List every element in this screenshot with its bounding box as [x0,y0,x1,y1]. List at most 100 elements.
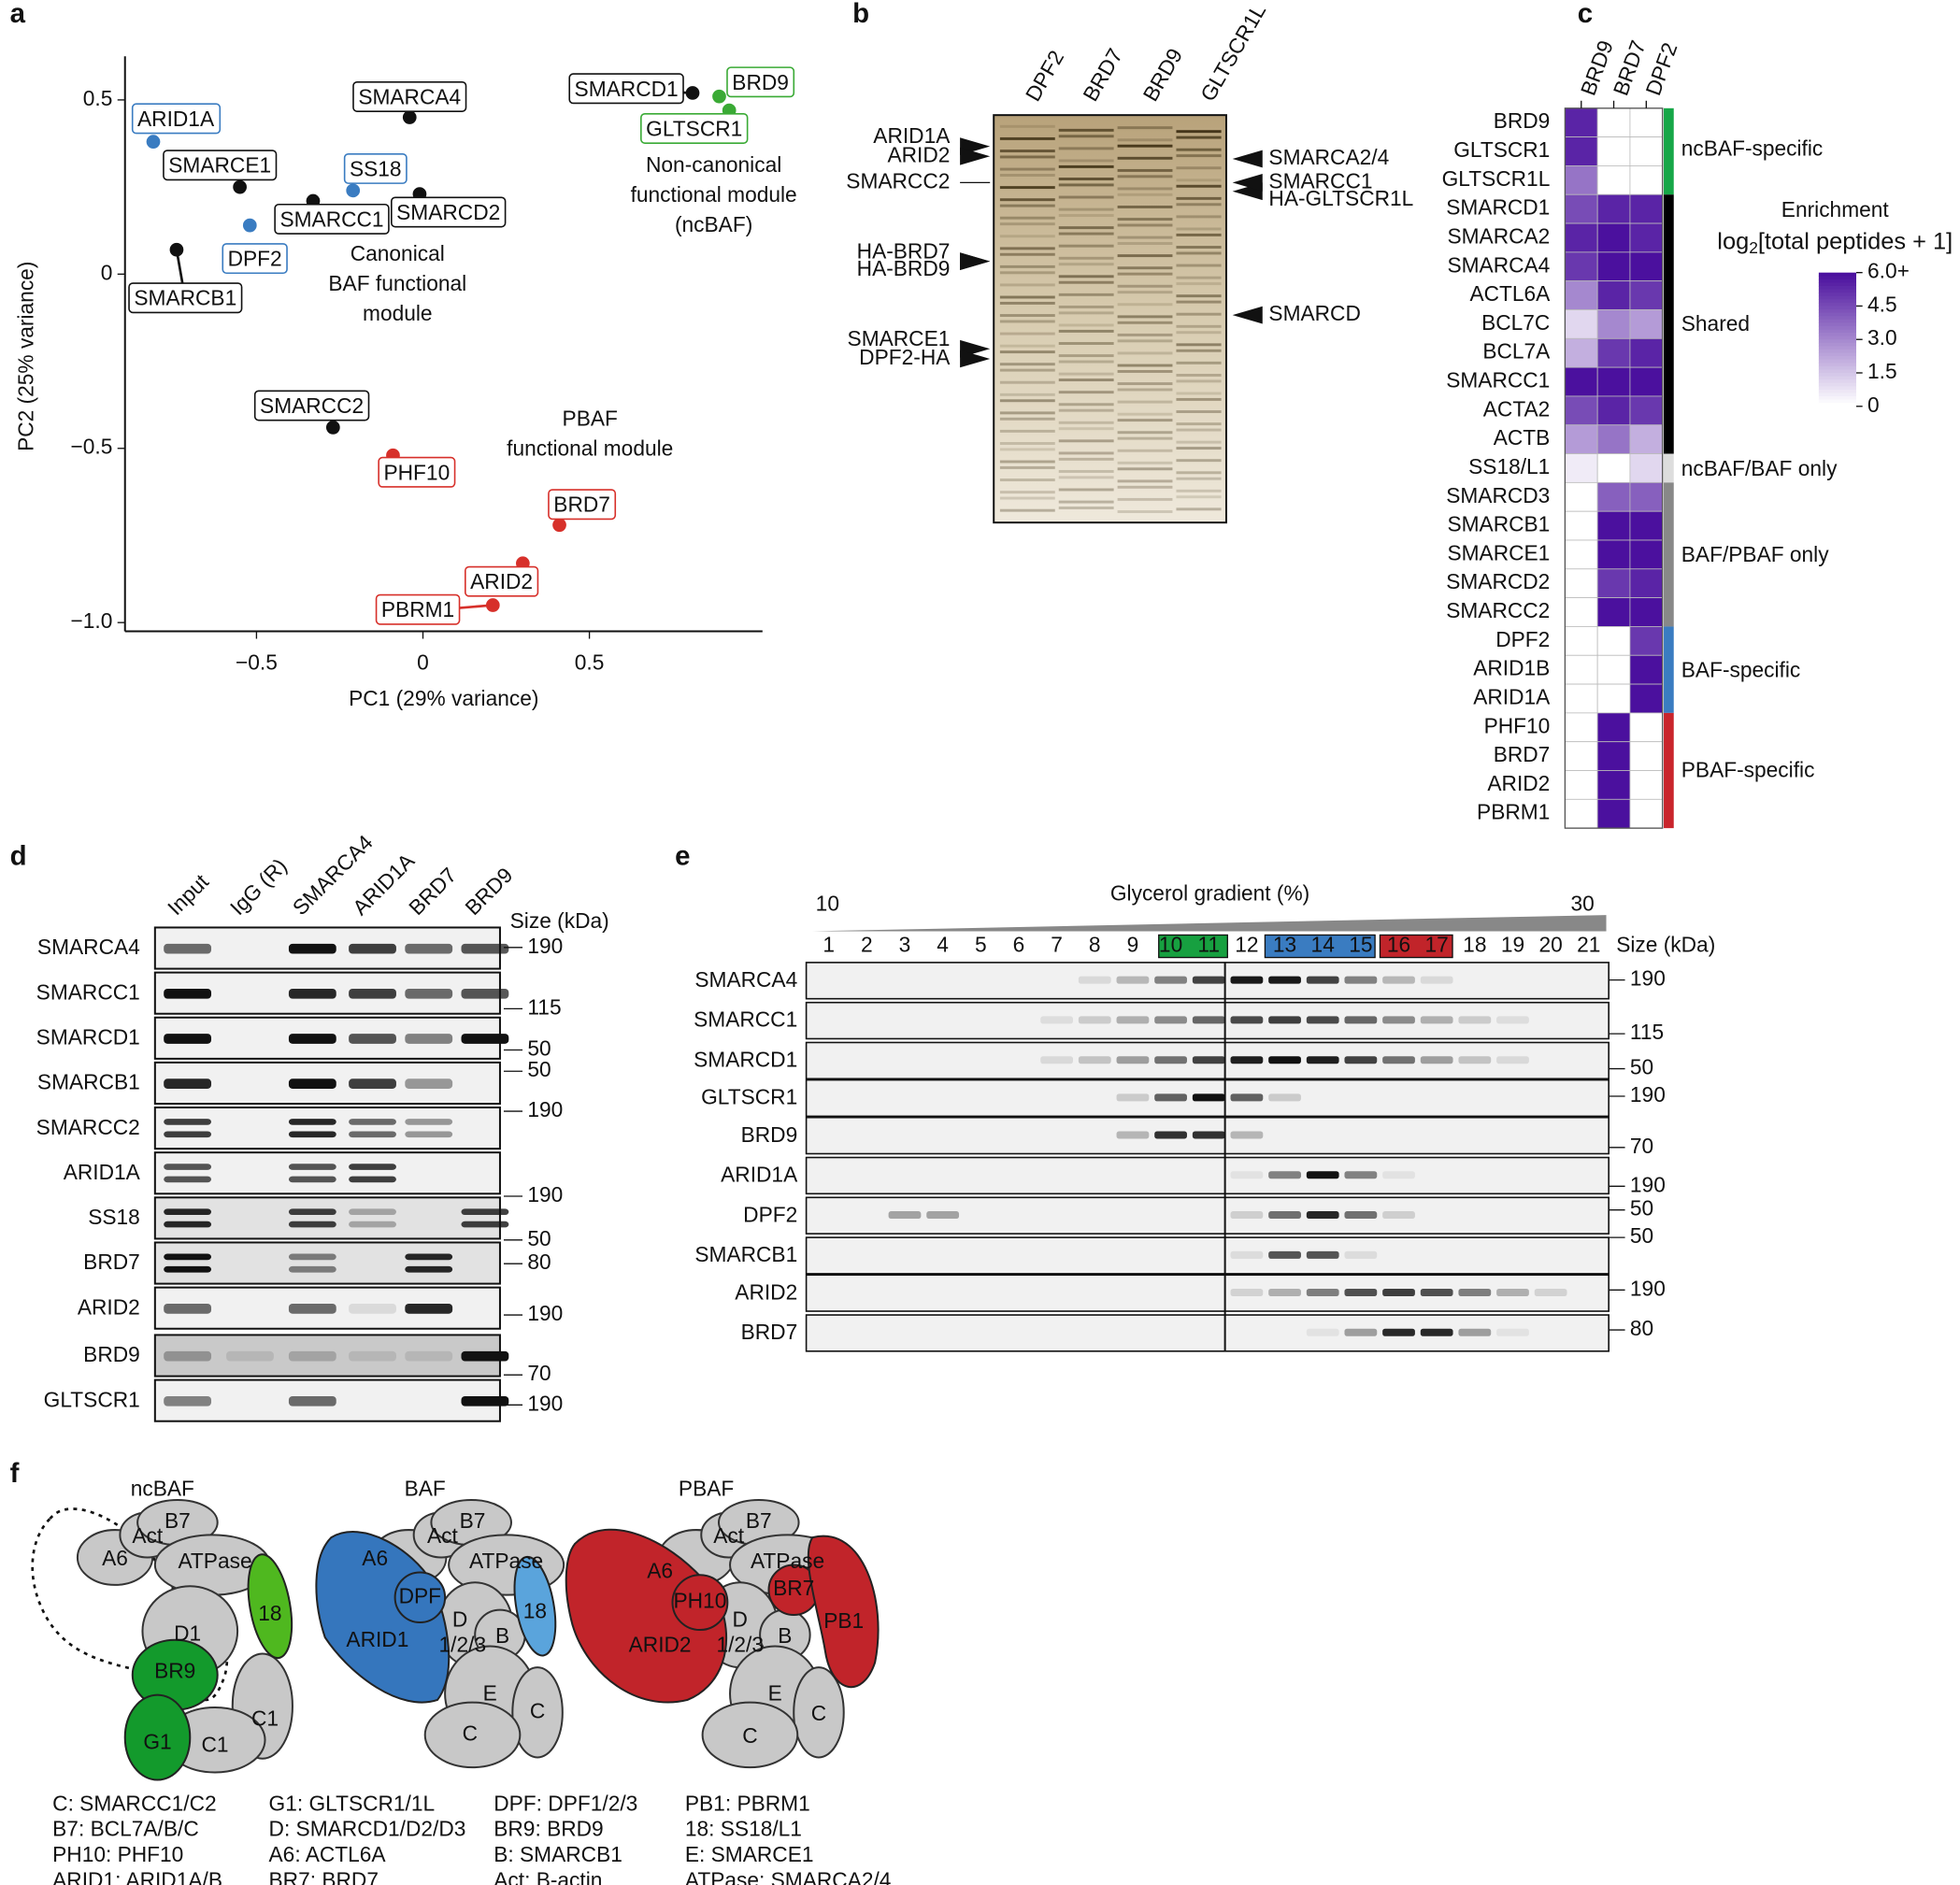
row-label: GLTSCR1L [1442,166,1551,191]
heat-cell [1564,597,1598,627]
blot-band [405,1304,453,1314]
blot-band [1382,976,1415,984]
blot-band [1306,1328,1339,1336]
blot-band [1382,1288,1415,1296]
blot-band [164,1131,212,1138]
point-label: SMARCB1 [134,286,236,310]
gel-band [999,124,1055,128]
blot-band [1192,1056,1225,1064]
row-label: GLTSCR1 [44,1387,140,1411]
heat-cell [1564,251,1598,282]
colorbar-step [1818,322,1856,327]
size-label: 70 [527,1361,551,1385]
point-label: GLTSCR1 [646,116,742,140]
row-label: ARID2 [1487,771,1550,795]
y-tick-label: 0 [101,260,113,284]
subunit-label: B7 [165,1508,191,1533]
row-label: ARID2 [78,1294,140,1319]
blot-band [288,1265,336,1273]
gel-band [999,235,1055,238]
y-tick-label: −0.5 [71,435,113,459]
blot-band [288,1253,336,1261]
fraction-label: 17 [1425,933,1449,957]
colorbar-step [1818,333,1856,337]
gel-band [1176,507,1222,511]
subunit-label: Act [132,1523,164,1548]
gel-band [1117,138,1173,142]
group-label: Shared [1681,311,1750,336]
blot-band [288,1208,336,1216]
blot-strip [805,1236,1610,1275]
gel-band [1117,315,1173,319]
gel-band [1176,349,1222,352]
row-label: SS18/L1 [1468,454,1550,478]
colorbar-step [1818,386,1856,391]
gel-band [999,491,1055,494]
gel-band [1176,489,1222,493]
blot-band [164,1208,212,1216]
gel-band [1176,215,1222,219]
heat-cell [1629,395,1664,426]
gel-band [999,186,1055,190]
heat-cell [1629,597,1664,627]
blot-band [1154,1131,1187,1139]
heat-cell [1629,539,1664,570]
heat-cell [1629,510,1664,541]
point [402,110,417,124]
blot-band [1534,1288,1567,1296]
row-label: BCL7C [1481,310,1550,335]
subunit-label: C1 [251,1706,279,1730]
heat-cell [1629,107,1664,138]
gel-band [1176,410,1222,413]
blot-band [349,1304,396,1314]
gel-band [1117,419,1173,422]
arrowhead [960,147,991,165]
subunit-label: C [742,1723,757,1748]
blot-strip [805,1196,1610,1235]
heat-cell [1596,510,1631,541]
gel-band [1176,251,1222,255]
gel-band [1117,168,1173,172]
gel-band [1117,223,1173,227]
gel-band [1058,451,1114,455]
gel-band [1058,226,1114,230]
gel-band [1058,323,1114,327]
blot-band [1230,1016,1264,1024]
colorbar-step [1818,396,1856,401]
gel-band [1176,379,1222,383]
gel-band [1117,388,1173,392]
gel-band [1117,412,1173,416]
size-label: 50 [527,1226,551,1250]
gel-band [1058,500,1114,504]
blot-strip [153,1107,501,1150]
annotation: functional module [631,182,797,207]
size-label: 70 [1630,1134,1653,1158]
gel-band [1117,205,1173,208]
arrowhead [1232,306,1263,324]
blot-band [1344,1328,1378,1336]
size-title: Size (kDa) [510,908,609,933]
gel-band [999,283,1055,287]
gel-band [1058,263,1114,266]
label-box [343,152,408,184]
label-box [128,282,243,314]
blot-band [1496,1328,1529,1336]
subunit-label: B [778,1623,792,1648]
gel-left-label: SMARCE1 [848,326,951,350]
gel-band [1176,227,1222,231]
key-text: E: SMARCE1 [685,1842,814,1866]
hl-red [1379,934,1453,959]
heat-cell [1596,481,1631,512]
subunit-label: DPF [399,1583,441,1607]
row-label: ACTA2 [1483,396,1551,421]
heat-cell [1629,309,1664,339]
gel-band [1058,183,1114,187]
gel-band [1176,196,1222,200]
gel-band [1058,195,1114,199]
fraction-label: 6 [1013,933,1025,957]
blot-band [164,943,212,954]
gel-band [1176,447,1222,450]
heat-cell [1629,741,1664,771]
point [346,183,361,198]
blot-band [1496,1056,1529,1064]
